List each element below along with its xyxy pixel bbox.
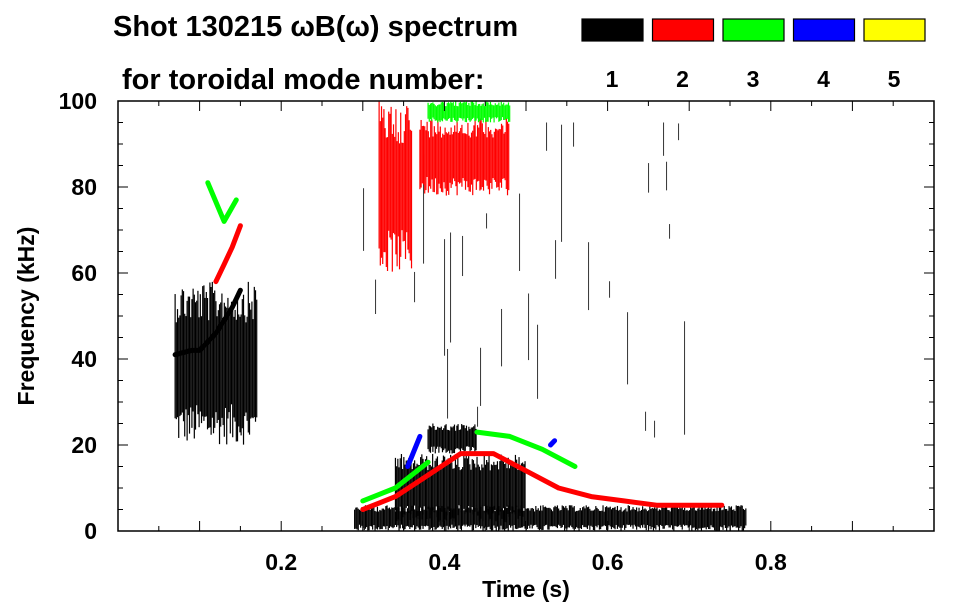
x-tick-label: 0.6 <box>592 549 624 575</box>
y-tick-label: 40 <box>71 346 97 372</box>
legend-swatch-2 <box>651 18 715 42</box>
legend-label-1: 1 <box>606 66 619 92</box>
y-axis-label: Frequency (kHz) <box>13 227 39 406</box>
legend-label-3: 3 <box>747 66 760 92</box>
mode-track <box>405 433 423 469</box>
legend-swatch-1 <box>581 18 644 42</box>
axis-ticks: 0.2 0.4 0.6 0.8 0 20 40 60 80 100 <box>59 88 934 575</box>
x-tick-label: 0.2 <box>265 549 297 575</box>
mode-track <box>360 451 725 512</box>
legend-swatch-5 <box>863 18 926 42</box>
y-tick-label: 80 <box>71 174 97 200</box>
mode-track <box>205 180 239 224</box>
mode-track <box>360 459 431 504</box>
series-mode-2 <box>213 101 725 512</box>
mode-track <box>213 223 243 285</box>
chart-title: Shot 130215 ωB(ω) spectrum <box>113 11 518 43</box>
x-tick-label: 0.8 <box>755 549 787 575</box>
x-axis-label: Time (s) <box>482 576 570 602</box>
mode-track <box>172 287 243 358</box>
series-mode-4 <box>405 433 558 469</box>
spectrum-data <box>172 101 747 531</box>
mode-track <box>548 438 558 448</box>
y-tick-label: 100 <box>59 88 97 114</box>
mode-track <box>474 429 578 469</box>
y-tick-label: 0 <box>84 518 97 544</box>
chart-subtitle: for toroidal mode number: <box>122 64 485 96</box>
legend-swatch-4 <box>792 18 856 42</box>
legend-label-5: 5 <box>888 66 901 92</box>
legend-label-4: 4 <box>817 66 830 92</box>
legend: 1 2 3 4 5 <box>581 18 926 92</box>
x-tick-label: 0.4 <box>428 549 460 575</box>
plot-frame <box>117 100 935 532</box>
series-mode-1 <box>172 122 747 531</box>
y-tick-label: 60 <box>71 260 97 286</box>
y-tick-label: 20 <box>71 432 97 458</box>
series-mode-3 <box>205 101 578 504</box>
legend-swatch-3 <box>722 18 785 42</box>
legend-label-2: 2 <box>676 66 689 92</box>
